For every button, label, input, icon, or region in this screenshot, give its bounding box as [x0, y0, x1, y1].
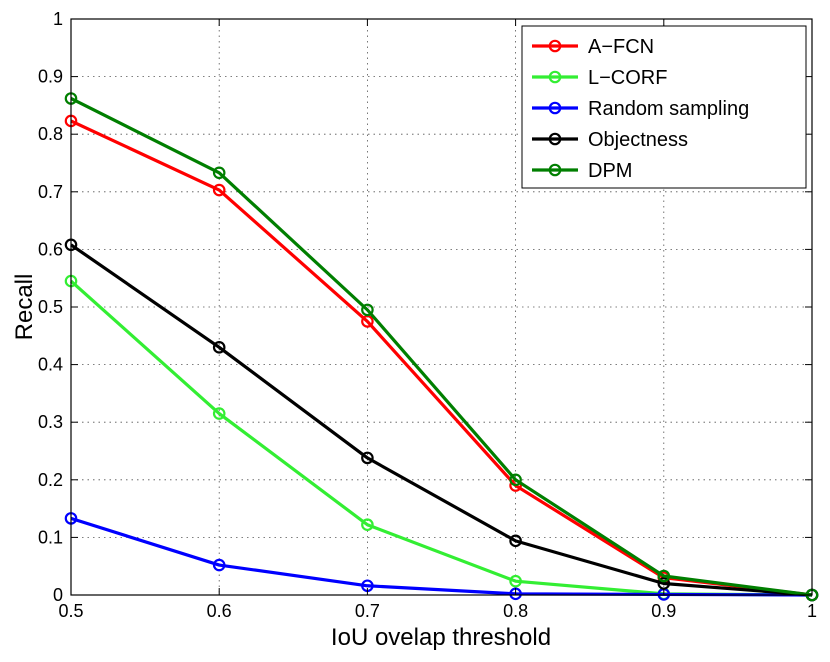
- legend-entry-objectness: Objectness: [532, 129, 688, 151]
- x-tick-label: 0.5: [58, 601, 83, 621]
- data-point-l-corf: [509, 574, 522, 588]
- y-tick-label: 0.2: [38, 470, 63, 490]
- legend-label: A−FCN: [588, 36, 654, 58]
- legend-swatch-marker: [548, 39, 562, 53]
- y-tick-label: 0.1: [38, 527, 63, 547]
- y-tick-label: 0.9: [38, 67, 63, 87]
- legend-entry-l-corf: L−CORF: [532, 67, 667, 89]
- x-tick-label: 0.9: [651, 601, 676, 621]
- x-tick-label: 0.8: [503, 601, 528, 621]
- legend: A−FCN L−CORF Random sampling Objectness DPM: [521, 25, 807, 189]
- data-point-dpm: [212, 166, 226, 180]
- data-point-dpm: [361, 303, 374, 317]
- grid-lines: [71, 19, 812, 595]
- x-tick-labels: 0.5 0.6 0.7 0.8 0.9 1: [58, 601, 817, 621]
- legend-label: L−CORF: [588, 67, 667, 89]
- series-line-objectness: [70, 243, 813, 597]
- x-tick-label: 0.7: [355, 601, 380, 621]
- x-axis-title: IoU ovelap threshold: [331, 624, 551, 651]
- legend-entry-dpm: DPM: [532, 160, 632, 182]
- series-line-dpm: [70, 97, 813, 597]
- legend-label: DPM: [588, 160, 632, 182]
- data-point-a-fcn: [361, 315, 374, 328]
- data-point-l-corf: [361, 518, 374, 532]
- legend-swatch-marker: [548, 163, 562, 177]
- data-point-l-corf: [212, 407, 226, 420]
- y-tick-label: 0.5: [38, 297, 63, 317]
- y-tick-label: 0.4: [38, 355, 63, 375]
- legend-entry-a-fcn: A−FCN: [532, 36, 654, 58]
- data-point-objectness: [361, 451, 374, 465]
- data-point-dpm: [657, 569, 671, 583]
- y-tick-label: 0.7: [38, 182, 63, 202]
- data-point-objectness: [212, 341, 226, 354]
- y-tick-labels: 0 0.1 0.2 0.3 0.4 0.5 0.6 0.7 0.8 0.9 1: [38, 9, 63, 605]
- y-tick-label: 0: [53, 585, 63, 605]
- series-dpm: [64, 92, 819, 602]
- axis-ticks: [70, 18, 813, 596]
- legend-label: Objectness: [588, 129, 688, 151]
- y-axis-title: Recall: [11, 274, 38, 341]
- data-point-objectness: [509, 534, 522, 548]
- legend-swatch-marker: [548, 132, 562, 146]
- legend-swatch-marker: [548, 101, 562, 115]
- data-point-dpm: [509, 473, 522, 487]
- x-tick-label: 0.6: [207, 601, 232, 621]
- legend-entry-random-sampling: Random sampling: [532, 98, 749, 120]
- y-tick-label: 0.6: [38, 239, 63, 259]
- x-tick-label: 1: [807, 601, 817, 621]
- legend-swatch-marker: [548, 70, 562, 84]
- y-tick-label: 0.3: [38, 412, 63, 432]
- data-point-random-sampling: [212, 558, 226, 572]
- y-tick-label: 0.8: [38, 124, 63, 144]
- legend-label: Random sampling: [588, 98, 749, 120]
- y-tick-label: 1: [53, 9, 63, 29]
- data-point-a-fcn: [212, 183, 226, 197]
